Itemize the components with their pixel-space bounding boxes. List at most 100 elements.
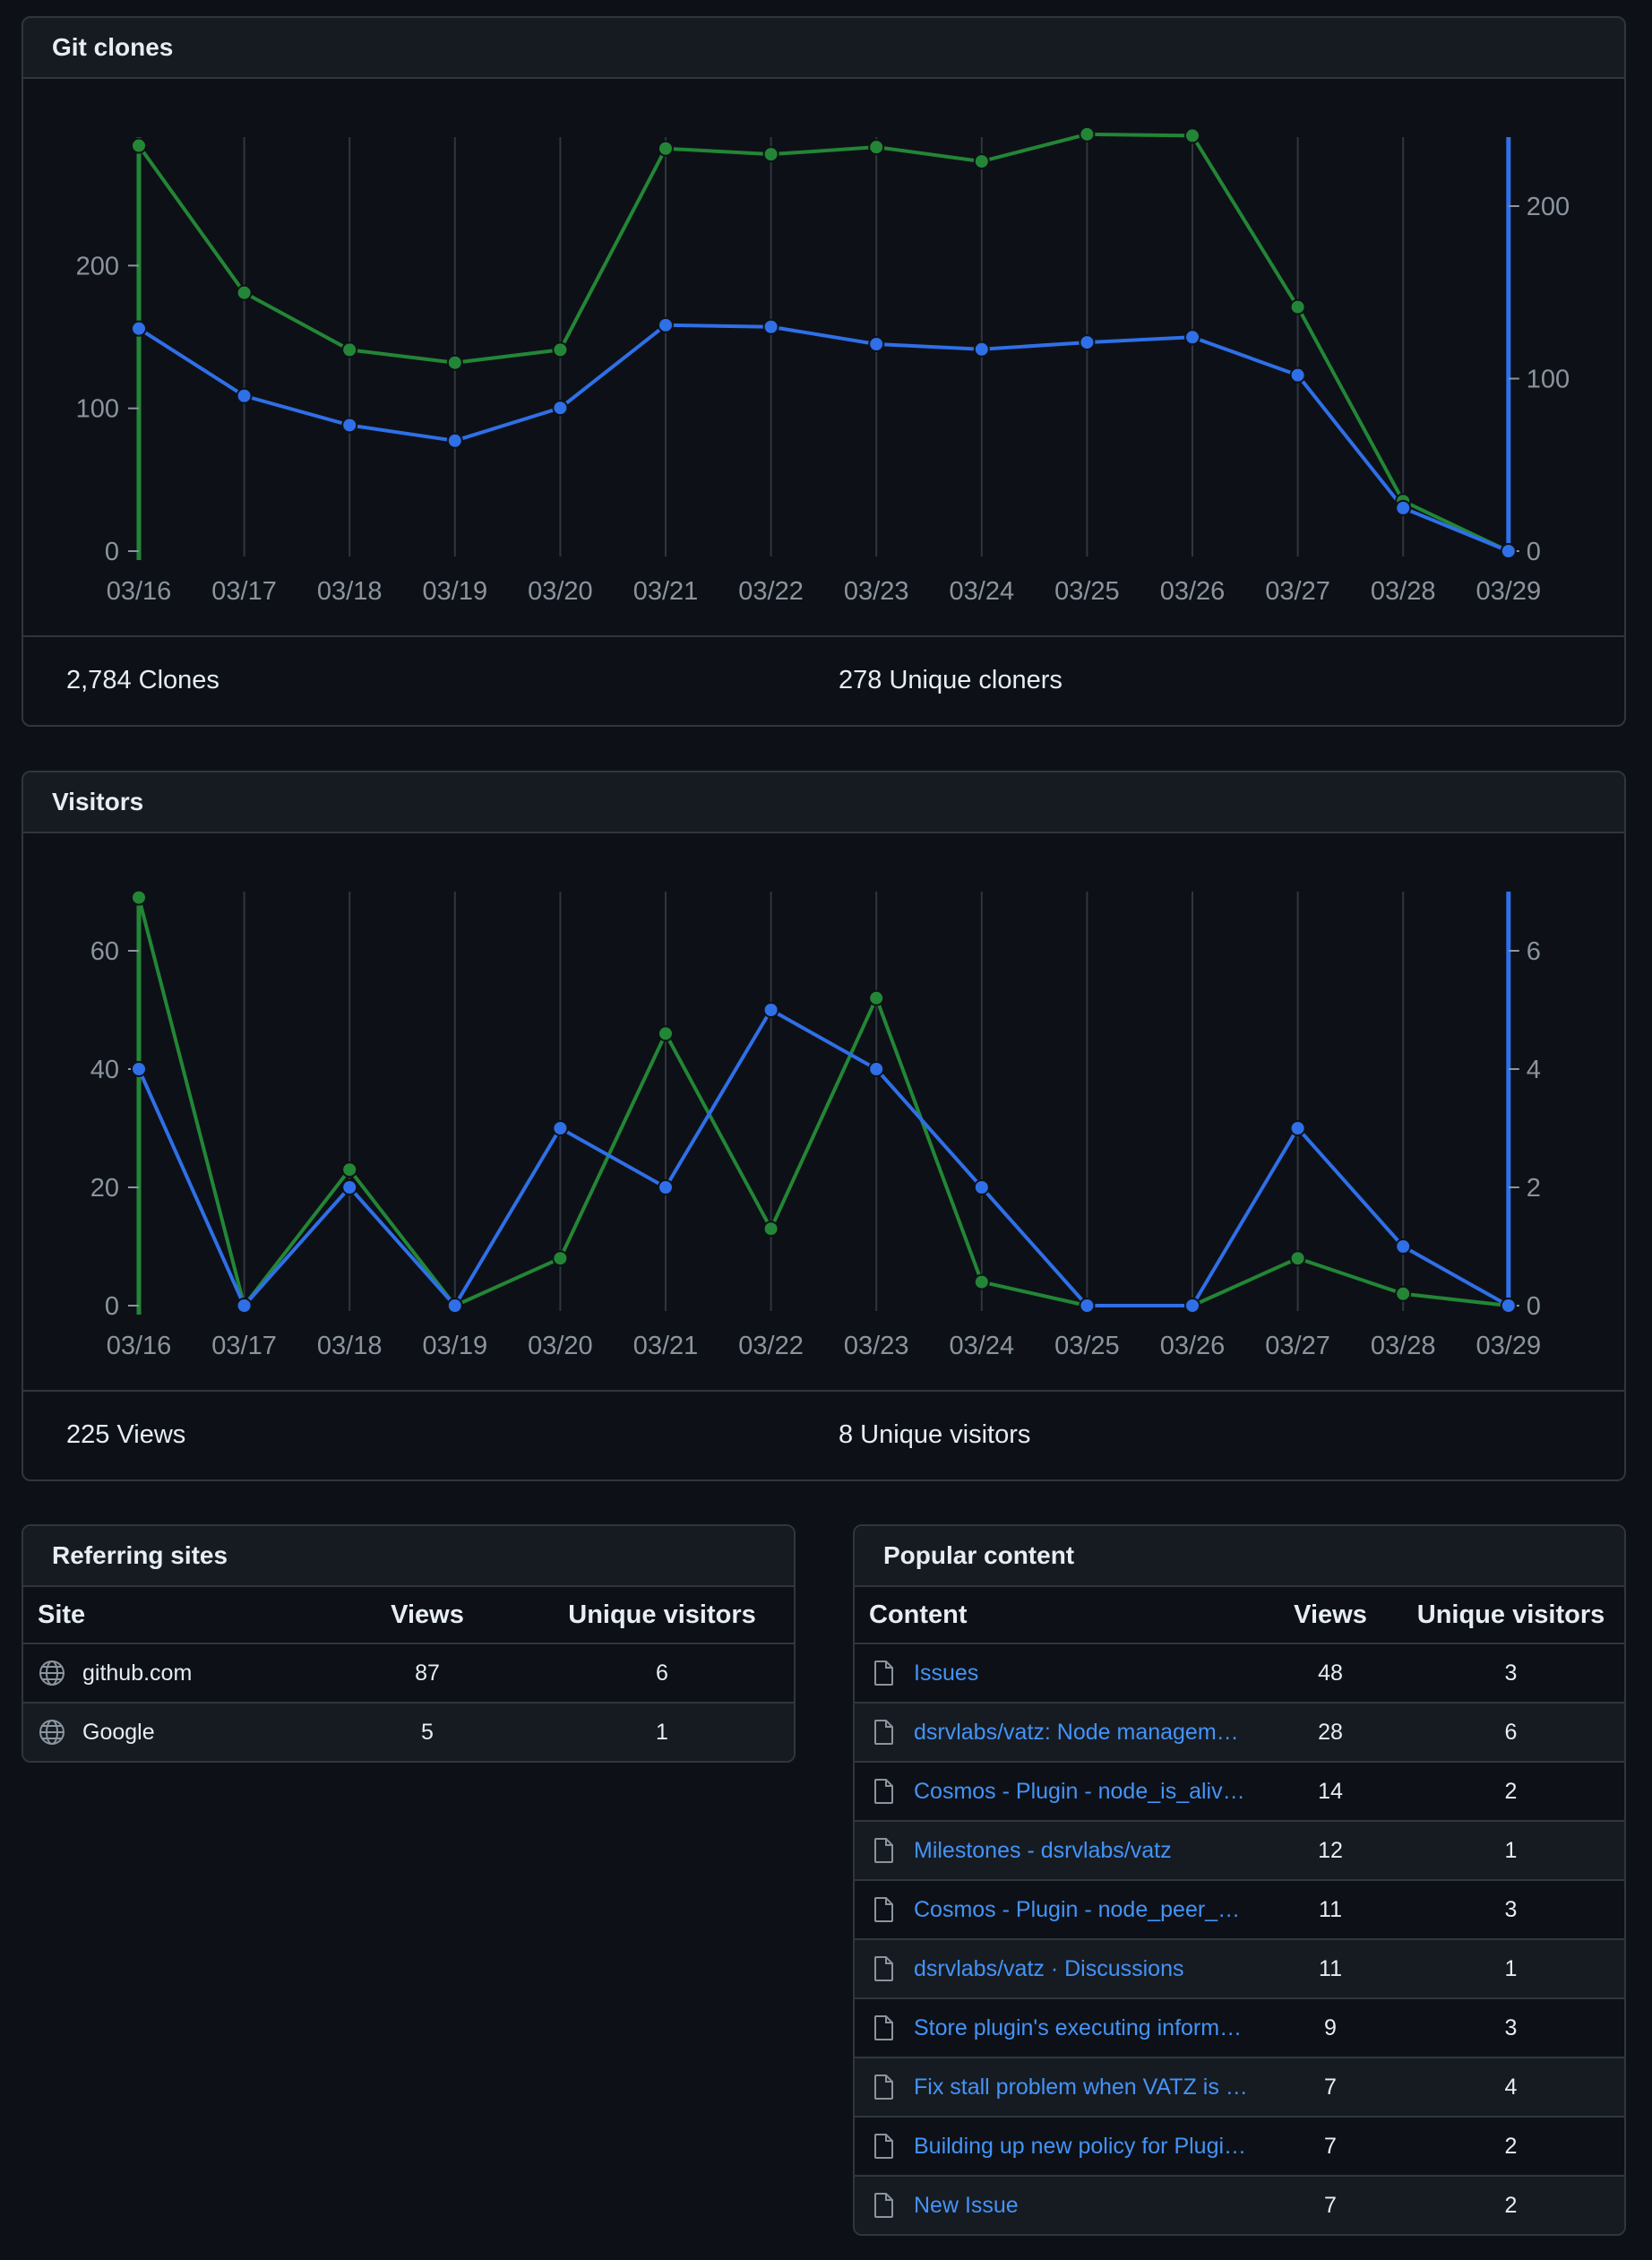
x-tick-label: 03/22 — [738, 1332, 804, 1360]
table-row: Fix stall problem when VATZ is i… 7 4 — [855, 2057, 1624, 2118]
data-point — [658, 316, 674, 333]
views-cell: 5 — [324, 1703, 530, 1761]
file-icon — [869, 1836, 898, 1865]
x-tick-label: 03/18 — [317, 577, 383, 606]
data-point — [973, 1179, 990, 1195]
data-point — [131, 889, 147, 906]
name-cell: Building up new policy for Plugi… — [855, 2117, 1263, 2177]
unique-cell: 1 — [1398, 1821, 1624, 1881]
unique-cell: 1 — [1398, 1939, 1624, 1999]
x-tick-label: 03/16 — [107, 1332, 172, 1360]
unique-cell: 2 — [1398, 2176, 1624, 2234]
file-icon — [869, 2132, 898, 2161]
x-tick-label: 03/28 — [1371, 577, 1436, 606]
content-link[interactable]: Fix stall problem when VATZ is i… — [914, 2074, 1251, 2100]
data-point — [1079, 1298, 1096, 1314]
data-point — [973, 153, 990, 170]
name-cell: Milestones - dsrvlabs/vatz — [855, 1821, 1263, 1881]
file-icon — [869, 1659, 898, 1687]
file-icon — [869, 2073, 898, 2101]
git-clones-footer: 2,784 Clones 278 Unique cloners — [23, 635, 1624, 725]
x-tick-label: 03/24 — [950, 1332, 1015, 1360]
data-point — [552, 1250, 569, 1267]
popular-content-panel: Popular content Content Views Unique vis… — [853, 1524, 1626, 2236]
x-tick-label: 03/21 — [633, 577, 699, 606]
data-point — [1184, 329, 1200, 346]
series-line-views — [137, 897, 1510, 1307]
referring-sites-title: Referring sites — [23, 1526, 794, 1587]
x-tick-label: 03/21 — [633, 1332, 699, 1360]
data-point — [131, 1061, 147, 1077]
name-cell: dsrvlabs/vatz: Node manageme… — [855, 1703, 1263, 1763]
name-cell: Cosmos - Plugin - node_is_aliv… — [855, 1762, 1263, 1822]
right-tick-label: 200 — [1527, 193, 1570, 221]
content-link[interactable]: New Issue — [914, 2192, 1019, 2218]
visitors-chart-area: 0 20 40 60 0 2 4 6 03/16 03/17 03/18 03/19 03/20 03/2… — [23, 833, 1624, 1390]
series-line-clones — [137, 132, 1510, 553]
table-row: Store plugin's executing inform… 9 3 — [855, 1998, 1624, 2058]
views-cell: 14 — [1263, 1762, 1398, 1822]
x-tick-label: 03/29 — [1476, 1332, 1542, 1360]
left-tick-label: 60 — [90, 937, 119, 966]
name-cell: Store plugin's executing inform… — [855, 1998, 1263, 2058]
left-tick-label: 20 — [90, 1174, 119, 1203]
x-tick-label: 03/23 — [844, 577, 909, 606]
data-point — [1289, 1120, 1306, 1136]
file-icon — [869, 1777, 898, 1806]
file-icon — [869, 2014, 898, 2042]
right-tick-label: 4 — [1527, 1056, 1541, 1084]
data-point — [868, 1061, 885, 1077]
unique-cell: 6 — [530, 1643, 794, 1704]
content-link[interactable]: Building up new policy for Plugi… — [914, 2133, 1247, 2159]
x-tick-label: 03/17 — [211, 1332, 277, 1360]
content-link[interactable]: dsrvlabs/vatz · Discussions — [914, 1955, 1184, 1981]
unique-cell: 2 — [1398, 1762, 1624, 1822]
data-point — [1079, 125, 1096, 142]
data-point — [868, 139, 885, 156]
data-point — [131, 137, 147, 154]
git-clones-title: Git clones — [23, 18, 1624, 79]
views-cell: 12 — [1263, 1821, 1398, 1881]
data-point — [1395, 499, 1412, 516]
data-point — [658, 1179, 674, 1195]
data-point — [236, 1298, 253, 1314]
views-cell: 48 — [1263, 1643, 1398, 1704]
name-cell: Issues — [855, 1643, 1263, 1704]
file-icon — [869, 1895, 898, 1924]
content-link[interactable]: Cosmos - Plugin - node_is_aliv… — [914, 1778, 1245, 1804]
x-tick-label: 03/20 — [528, 577, 593, 606]
unique-cell: 6 — [1398, 1703, 1624, 1763]
referring-sites-panel: Referring sites Site Views Unique visito… — [22, 1524, 796, 1763]
x-tick-label: 03/25 — [1054, 577, 1120, 606]
col-site: Site — [23, 1587, 324, 1644]
x-tick-label: 03/25 — [1054, 1332, 1120, 1360]
x-tick-label: 03/24 — [950, 577, 1015, 606]
x-tick-label: 03/19 — [423, 1332, 488, 1360]
data-point — [131, 320, 147, 337]
content-link[interactable]: Issues — [914, 1660, 979, 1686]
x-tick-label: 03/22 — [738, 577, 804, 606]
content-link[interactable]: Store plugin's executing inform… — [914, 2014, 1243, 2040]
name-cell: dsrvlabs/vatz · Discussions — [855, 1939, 1263, 1999]
unique-visitors: 8 Unique visitors — [839, 1420, 1031, 1449]
data-point — [552, 341, 569, 358]
content-link[interactable]: Cosmos - Plugin - node_peer_… — [914, 1896, 1241, 1922]
content-link[interactable]: dsrvlabs/vatz: Node manageme… — [914, 1719, 1251, 1745]
right-tick-label: 0 — [1527, 538, 1541, 566]
data-point — [341, 341, 358, 358]
table-row: github.com 87 6 — [23, 1643, 794, 1704]
data-point — [973, 341, 990, 358]
views-cell: 9 — [1263, 1998, 1398, 2058]
data-point — [236, 284, 253, 301]
visitors-panel: Visitors 0 20 40 60 0 2 4 6 03/16 03/17 03/18 03/19… — [22, 771, 1626, 1481]
content-link[interactable]: Milestones - dsrvlabs/vatz — [914, 1837, 1172, 1863]
unique-cloners: 278 Unique cloners — [839, 666, 1063, 694]
popular-content-title: Popular content — [855, 1526, 1624, 1587]
total-views: 225 Views — [66, 1420, 186, 1449]
unique-cell: 1 — [530, 1703, 794, 1761]
total-clones: 2,784 Clones — [66, 666, 219, 694]
unique-cell: 3 — [1398, 1880, 1624, 1940]
views-cell: 7 — [1263, 2176, 1398, 2234]
visitors-chart: 0 20 40 60 0 2 4 6 03/16 03/17 03/18 03/19 03/20 03/2… — [90, 889, 1542, 1360]
name-cell: Google — [23, 1703, 324, 1761]
